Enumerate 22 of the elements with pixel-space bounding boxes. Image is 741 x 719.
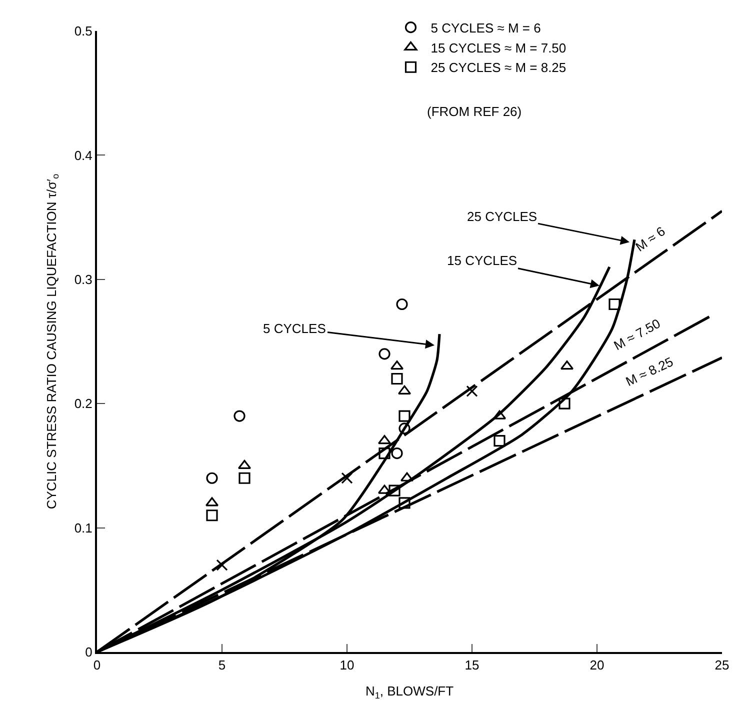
y-tick-label: 0.2: [74, 396, 92, 412]
annotation: 25 CYCLES: [467, 209, 538, 224]
annotation: 15 CYCLES: [447, 253, 518, 268]
text: M ≈ 8.25: [623, 354, 676, 390]
legend-label: 5 CYCLES ≈ M = 6: [430, 20, 541, 36]
annotation: 5 CYCLES: [263, 321, 326, 336]
y-tick-label: 0.4: [74, 148, 92, 163]
y-tick-label: 0.1: [74, 520, 92, 536]
x-tick-label: 15: [464, 658, 480, 673]
y-tick-label: 0: [85, 644, 92, 660]
x-tick-label: 25: [714, 658, 730, 673]
x-axis-title: N$_{1}$, BLOWS/FT: [365, 684, 454, 700]
x-tick-label: 5: [218, 658, 226, 673]
legend-label: M ≈ 6: [632, 224, 668, 254]
x-tick-label: 20: [590, 658, 604, 673]
legend-label: 15 CYCLES ≈ M = 7.50: [430, 40, 566, 56]
legend-label: 25 CYCLES ≈ M = 8.25: [430, 60, 566, 76]
annotation: (FROM REF 26): [427, 104, 522, 119]
y-tick-label: 0.3: [74, 272, 92, 287]
x-tick-label: 10: [340, 658, 354, 673]
text: M ≈ 7.50: [611, 316, 663, 354]
y-tick-label: 0.5: [74, 24, 92, 39]
